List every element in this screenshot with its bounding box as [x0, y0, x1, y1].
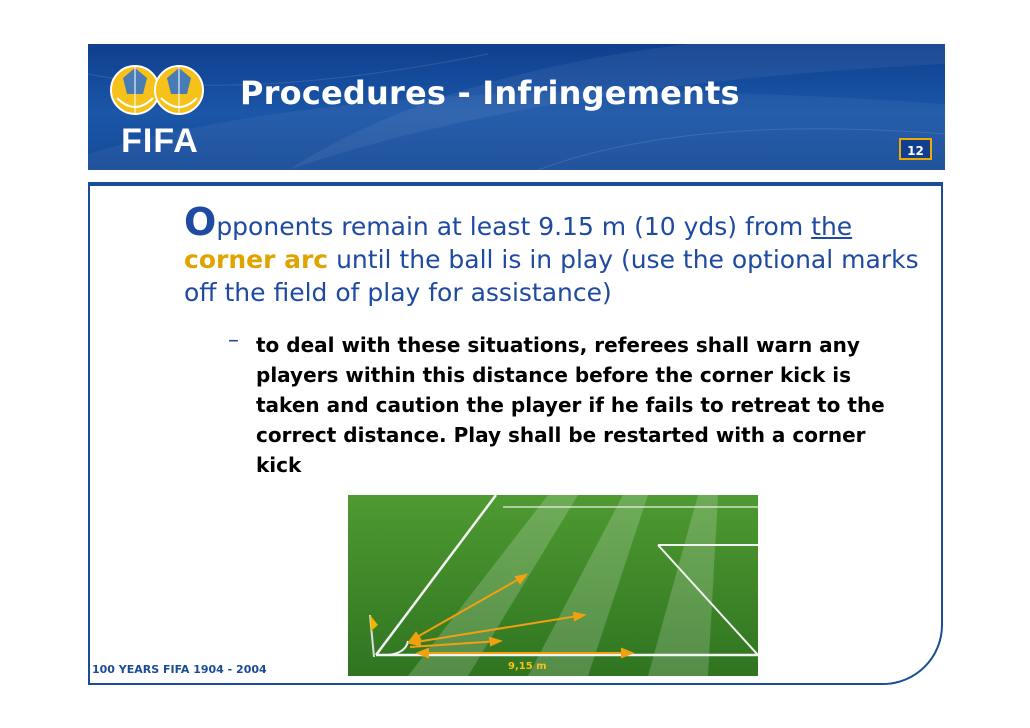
main-text-part1: pponents remain at least 9.15 m (10 yds)… — [216, 212, 812, 241]
touch-line — [375, 495, 497, 656]
header-texture — [88, 44, 945, 170]
footer-centenary-text: 100 YEARS FIFA 1904 - 2004 — [92, 663, 267, 676]
page-number-badge: 12 — [899, 138, 932, 160]
corner-arc — [387, 640, 409, 656]
main-paragraph: Opponents remain at least 9.15 m (10 yds… — [184, 203, 924, 309]
bullet-marker: – — [228, 328, 239, 353]
corner-flag-icon — [370, 615, 378, 631]
main-text-part2: until the ball is in play (use the optio… — [184, 245, 919, 307]
main-text-link: the — [811, 212, 853, 241]
bullet-text: to deal with these situations, referees … — [256, 333, 885, 477]
football-globes-icon — [110, 65, 204, 115]
distance-arrows — [407, 573, 635, 659]
content-frame — [88, 182, 943, 685]
slide-title: Procedures - Infringements — [240, 74, 740, 112]
main-text-highlight: corner arc — [184, 245, 329, 274]
header-banner — [88, 44, 945, 170]
corner-kick-illustration: 9,15 m — [348, 495, 758, 676]
fifa-logo: FIFA — [110, 65, 204, 158]
mow-stripes — [408, 495, 718, 676]
fifa-wordmark: FIFA — [121, 122, 199, 158]
penalty-area-side — [657, 544, 758, 656]
drop-cap: O — [184, 200, 217, 244]
distance-label: 9,15 m — [508, 661, 547, 672]
